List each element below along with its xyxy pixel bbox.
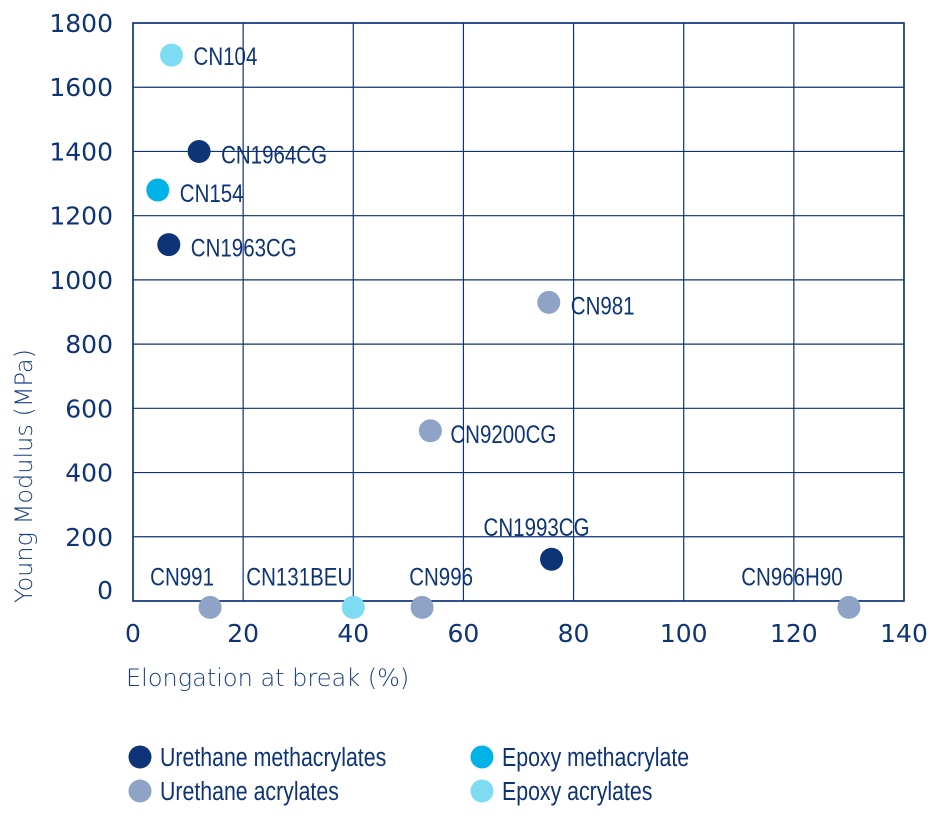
point-cn996 [410, 595, 434, 619]
point-label-cn9200cg: CN9200CG [450, 420, 556, 448]
y-tick-label: 0 [97, 576, 113, 605]
x-tick-label: 60 [448, 619, 480, 648]
x-tick-label: 140 [880, 619, 928, 648]
y-tick-label: 1800 [49, 9, 113, 38]
x-tick-label: 100 [660, 619, 708, 648]
point-label-cn154: CN154 [180, 179, 244, 207]
point-cn1963cg [157, 233, 181, 257]
legend-swatch-2 [470, 745, 494, 769]
legend-label-2: Epoxy methacrylate [502, 743, 689, 773]
y-axis-label: Young Modulus (MPa) [10, 349, 38, 603]
grid-layer [132, 22, 905, 602]
y-tick-label: 1200 [49, 202, 113, 231]
point-label-cn131beu: CN131BEU [246, 562, 352, 590]
y-tick-label: 1400 [49, 137, 113, 166]
y-tick-label: 600 [65, 394, 113, 423]
legend-swatch-0 [128, 745, 152, 769]
point-label-cn1993cg: CN1993CG [484, 513, 590, 541]
y-tick-label: 200 [65, 523, 113, 552]
point-label-cn1963cg: CN1963CG [191, 234, 297, 262]
point-cn9200cg [418, 419, 442, 443]
tick-labels: 0 20 40 60 80 100 120 1400200400600800100012001… [49, 9, 927, 648]
legend-swatch-1 [128, 779, 152, 803]
x-tick-label: 40 [337, 619, 369, 648]
plot-border [132, 22, 905, 602]
x-tick-label: 20 [227, 619, 259, 648]
y-tick-label: 800 [65, 330, 113, 359]
point-cn966h90 [837, 595, 861, 619]
x-tick-label: 80 [558, 619, 590, 648]
point-label-cn981: CN981 [571, 291, 635, 319]
point-cn1993cg [540, 547, 564, 571]
x-tick-label: 0 [125, 619, 141, 648]
point-cn154 [146, 178, 170, 202]
legend-label-0: Urethane methacrylates [160, 743, 386, 773]
y-tick-label: 400 [65, 459, 113, 488]
point-cn991 [198, 595, 222, 619]
legend-label-1: Urethane acrylates [160, 777, 339, 807]
point-label-cn966h90: CN966H90 [741, 562, 842, 590]
legend: Urethane methacrylates Urethane acrylates… [128, 743, 689, 807]
point-cn104 [160, 43, 184, 67]
legend-label-3: Epoxy acrylates [502, 777, 653, 807]
point-labels: CN1964CG CN1963CG CN1993CG CN981 CN9200CG CN9… [150, 42, 842, 591]
y-tick-label: 1600 [49, 73, 113, 102]
x-axis-label: Elongation at break (%) [126, 664, 409, 692]
y-tick-label: 1000 [49, 266, 113, 295]
x-tick-label: 120 [770, 619, 818, 648]
point-label-cn996: CN996 [409, 562, 473, 590]
legend-swatch-3 [470, 779, 494, 803]
point-cn131beu [341, 595, 365, 619]
point-label-cn104: CN104 [194, 42, 258, 70]
point-label-cn1964cg: CN1964CG [221, 140, 327, 168]
data-points [146, 43, 861, 619]
point-label-cn991: CN991 [150, 562, 214, 590]
point-cn1964cg [187, 139, 211, 163]
point-cn981 [537, 290, 561, 314]
